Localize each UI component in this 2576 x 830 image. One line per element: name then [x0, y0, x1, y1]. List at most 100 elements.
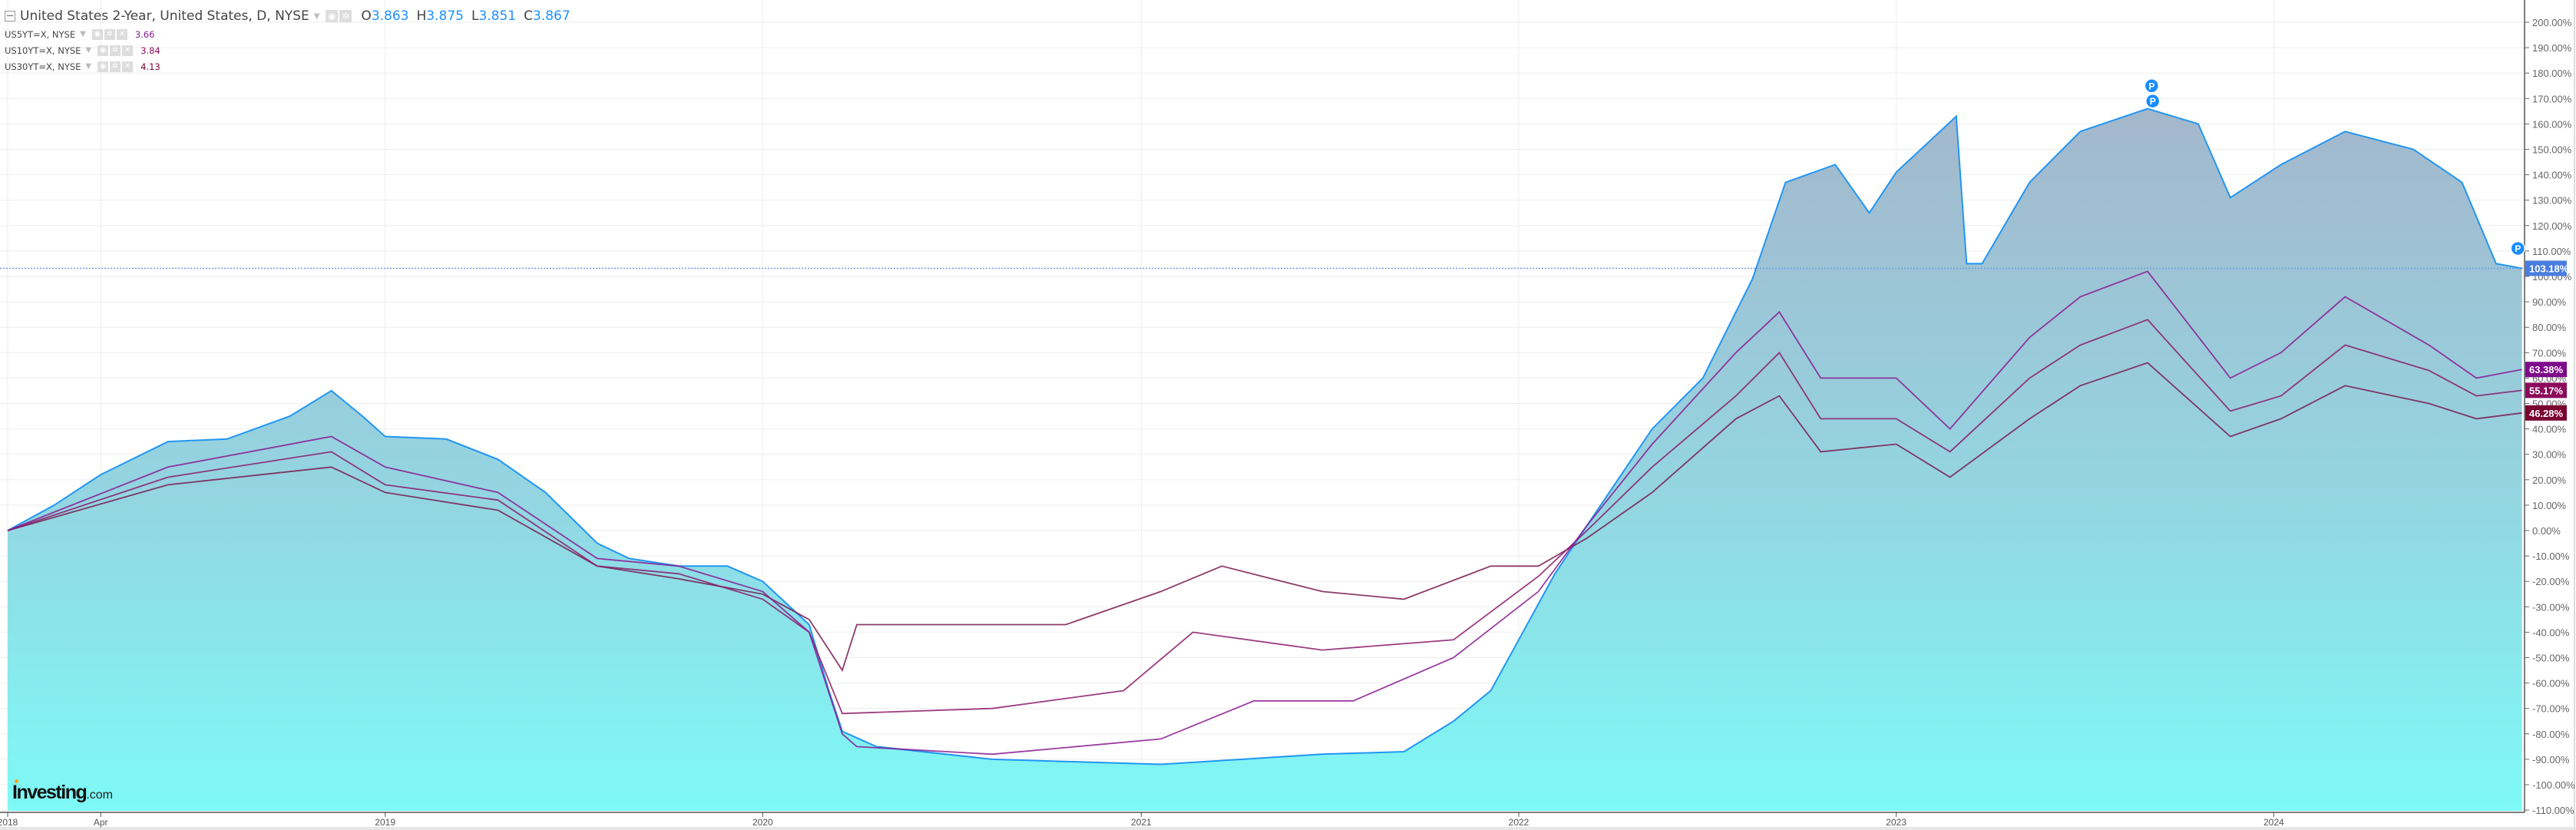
y-tick-label: 180.00% — [2532, 68, 2572, 79]
dropdown-caret-icon[interactable]: ▼ — [313, 12, 320, 21]
legend-main-row[interactable]: United States 2-Year, United States, D, … — [5, 6, 570, 26]
event-marker-label: P — [2150, 96, 2156, 107]
y-tick-label: 40.00% — [2532, 424, 2567, 435]
y-tick-label: 30.00% — [2532, 449, 2567, 461]
event-marker-icon[interactable] — [2144, 93, 2161, 109]
event-marker-label: P — [2515, 243, 2521, 254]
open-label: O — [361, 8, 372, 24]
event-marker-icon[interactable] — [2510, 240, 2525, 256]
y-tick-label: -50.00% — [2532, 653, 2570, 664]
last-value-label: 55.17% — [2529, 385, 2564, 396]
eye-icon[interactable]: ◉ — [326, 10, 339, 22]
plot-area[interactable] — [0, 107, 2525, 813]
y-tick-label: -80.00% — [2532, 729, 2570, 740]
close-icon[interactable]: ✕ — [122, 61, 134, 72]
x-tick-label: 2019 — [375, 817, 395, 828]
last-value-label: 63.38% — [2529, 364, 2564, 375]
series-value: 3.84 — [141, 45, 160, 56]
y-tick-label: 150.00% — [2532, 144, 2572, 156]
logo-suffix: .com — [86, 789, 113, 802]
last-value-badge — [2525, 362, 2567, 378]
y-tick-label: -10.00% — [2532, 551, 2570, 562]
y-tick-label: -70.00% — [2532, 703, 2570, 715]
low-value: 3.851 — [478, 8, 517, 24]
collapse-icon[interactable] — [5, 11, 15, 21]
bottom-border — [0, 827, 2576, 830]
y-tick-label: 130.00% — [2532, 195, 2572, 207]
series-line-us2y[interactable] — [7, 107, 2522, 766]
event-markers[interactable]: PPP — [2144, 78, 2525, 256]
gear-icon[interactable]: ✲ — [339, 10, 352, 22]
legend: United States 2-Year, United States, D, … — [5, 6, 570, 74]
dropdown-caret-icon[interactable]: ▼ — [85, 46, 92, 55]
y-tick-label: -40.00% — [2532, 627, 2570, 638]
y-tick-label: 0.00% — [2532, 525, 2561, 537]
dropdown-caret-icon[interactable]: ▼ — [85, 62, 92, 71]
last-value-label: 103.18% — [2529, 263, 2569, 274]
gear-icon[interactable]: ✲ — [110, 45, 121, 56]
series-line-us10yt-x[interactable] — [7, 319, 2522, 715]
y-tick-label: -110.00% — [2532, 805, 2574, 816]
series-line-us5yt-x[interactable] — [7, 270, 2522, 756]
y-tick-label: 110.00% — [2532, 246, 2571, 257]
close-label: C — [524, 8, 533, 24]
series-label: US10YT=X, NYSE — [5, 45, 81, 56]
event-marker-label: P — [2148, 81, 2154, 91]
logo-dot-icon — [15, 779, 18, 783]
last-value-badge — [2525, 382, 2567, 398]
y-tick-label: 80.00% — [2532, 322, 2567, 333]
x-tick-label: 2020 — [752, 817, 773, 828]
gear-icon[interactable]: ✲ — [110, 61, 121, 72]
y-tick-label: 140.00% — [2532, 170, 2572, 181]
y-tick-label: 190.00% — [2532, 42, 2572, 54]
y-tick-label: 70.00% — [2532, 347, 2567, 359]
y-tick-label: -90.00% — [2532, 754, 2570, 766]
area-fill-us2y — [8, 108, 2522, 811]
y-tick-label: -20.00% — [2532, 576, 2570, 587]
gear-icon[interactable]: ✲ — [104, 28, 115, 40]
x-tick-label: 2023 — [1886, 817, 1906, 828]
close-icon[interactable]: ✕ — [122, 45, 134, 56]
y-tick-label: 170.00% — [2532, 93, 2572, 104]
y-tick-label: -100.00% — [2532, 779, 2575, 791]
y-tick-label: 90.00% — [2532, 296, 2567, 308]
last-value-badge — [2525, 405, 2567, 421]
eye-icon[interactable]: ◉ — [98, 61, 109, 72]
y-tick-label: -30.00% — [2532, 601, 2570, 613]
x-tick-label: 2018 — [0, 817, 18, 828]
y-tick-label: 20.00% — [2532, 475, 2567, 486]
series-line-us30yt-x[interactable] — [7, 362, 2522, 673]
eye-icon[interactable]: ◉ — [91, 28, 103, 40]
series-label: US5YT=X, NYSE — [5, 28, 76, 40]
close-icon[interactable]: ✕ — [116, 28, 127, 40]
last-value-badge — [2525, 260, 2567, 276]
last-value-labels: 103.18% 63.38% 55.17% 46.28% — [2525, 260, 2569, 421]
logo-brand: Investing — [12, 782, 88, 803]
investing-logo: Investing.com — [12, 779, 113, 804]
x-tick-label: 2024 — [2264, 817, 2284, 828]
y-tick-label: 200.00% — [2532, 17, 2572, 28]
y-tick-label: 10.00% — [2532, 500, 2567, 511]
y-tick-label: 120.00% — [2532, 220, 2572, 232]
x-axis[interactable]: 2018 Apr 2019 2020 2021 2022 2023 2024 — [0, 812, 2284, 828]
eye-icon[interactable]: ◉ — [98, 45, 109, 56]
last-value-label: 46.28% — [2529, 408, 2564, 419]
x-tick-label: 2021 — [1131, 817, 1152, 828]
legend-row-us10y[interactable]: US10YT=X, NYSE ▼ ◉ ✲ ✕ 3.84 — [5, 42, 570, 58]
low-label: L — [471, 8, 479, 24]
event-marker-icon[interactable] — [2144, 78, 2160, 94]
legend-row-us30y[interactable]: US30YT=X, NYSE ▼ ◉ ✲ ✕ 4.13 — [5, 58, 570, 74]
dropdown-caret-icon[interactable]: ▼ — [80, 30, 86, 38]
legend-row-us5y[interactable]: US5YT=X, NYSE ▼ ◉ ✲ ✕ 3.66 — [5, 26, 570, 42]
open-value: 3.863 — [371, 8, 409, 24]
x-tick-label: Apr — [94, 817, 108, 828]
series-value: 4.13 — [141, 61, 160, 72]
y-tick-label: -60.00% — [2532, 678, 2570, 689]
series-label: US30YT=X, NYSE — [5, 61, 81, 72]
x-tick-label: 2022 — [1509, 817, 1529, 828]
high-label: H — [416, 8, 427, 24]
high-value: 3.875 — [426, 8, 464, 24]
main-series-title: United States 2-Year, United States, D, … — [20, 8, 309, 24]
y-tick-label: 160.00% — [2532, 118, 2572, 130]
